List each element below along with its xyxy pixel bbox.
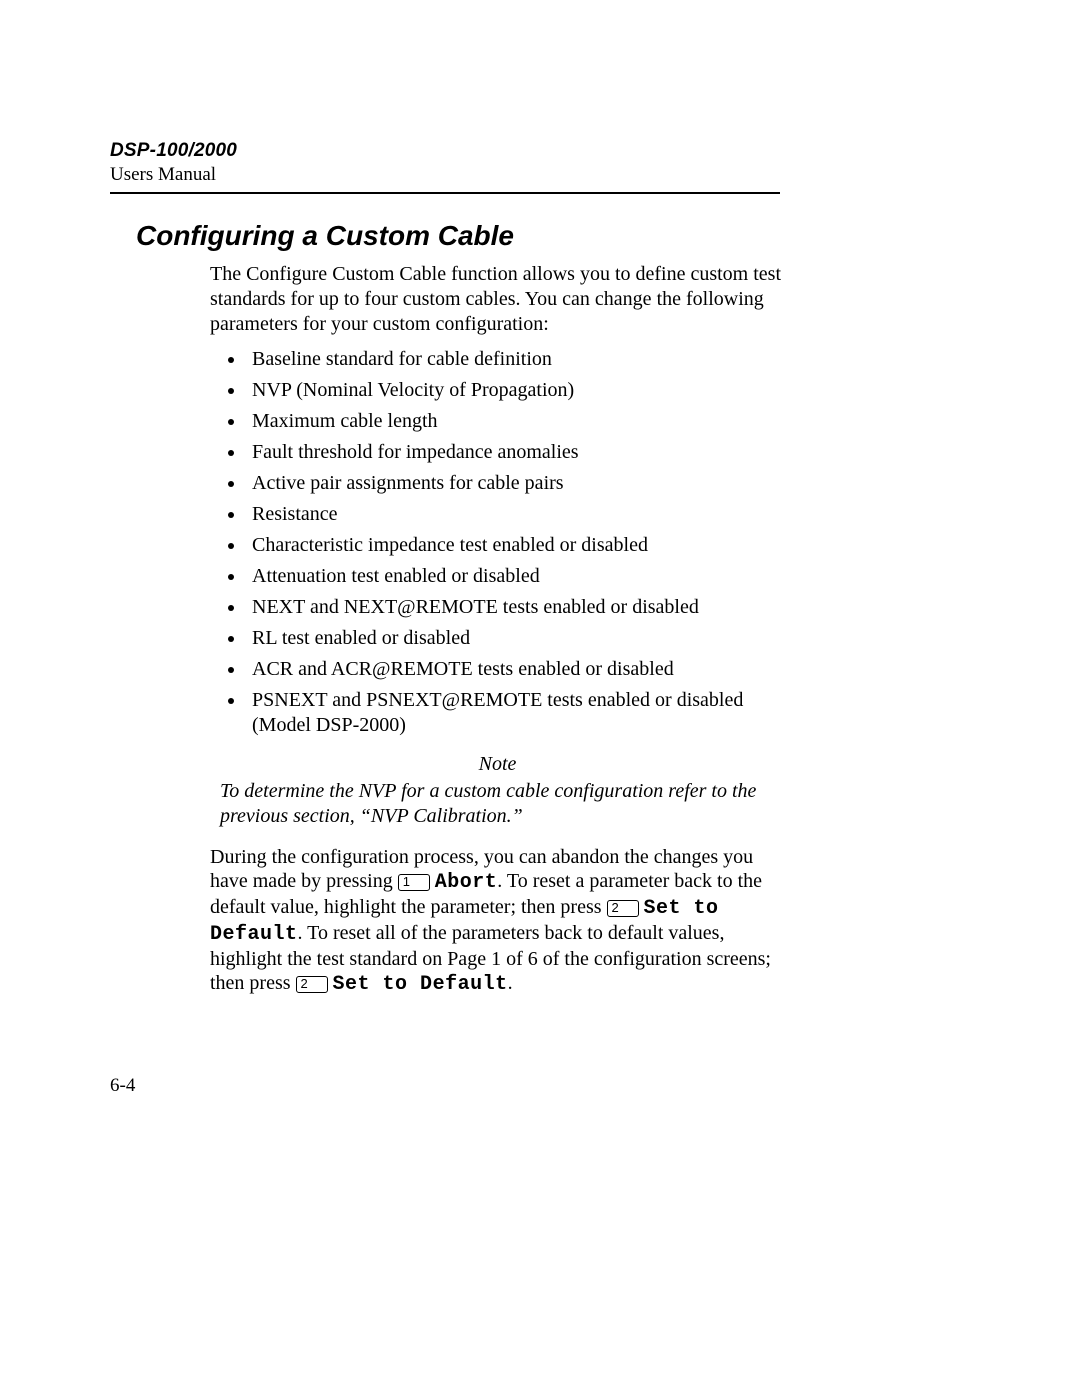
model-id: DSP-100/2000 (110, 140, 980, 162)
list-item: NEXT and NEXT@REMOTE tests enabled or di… (246, 595, 785, 620)
list-item: NVP (Nominal Velocity of Propagation) (246, 378, 785, 403)
manual-label: Users Manual (110, 164, 980, 186)
note-body: To determine the NVP for a custom cable … (220, 779, 775, 829)
body-column: The Configure Custom Cable function allo… (210, 262, 785, 997)
list-item: ACR and ACR@REMOTE tests enabled or disa… (246, 657, 785, 682)
list-item: Maximum cable length (246, 409, 785, 434)
page: DSP-100/2000 Users Manual Configuring a … (0, 0, 1080, 1397)
intro-paragraph: The Configure Custom Cable function allo… (210, 262, 785, 337)
list-item: Baseline standard for cable definition (246, 347, 785, 372)
list-item: Active pair assignments for cable pairs (246, 471, 785, 496)
section-title: Configuring a Custom Cable (136, 220, 980, 252)
list-item: RL test enabled or disabled (246, 626, 785, 651)
softkey-2-icon: 2 (296, 976, 328, 993)
softkey-set-default-label: Set to Default (333, 973, 508, 996)
list-item: Fault threshold for impedance anomalies (246, 440, 785, 465)
note-heading: Note (210, 752, 785, 777)
list-item: PSNEXT and PSNEXT@REMOTE tests enabled o… (246, 688, 785, 738)
procedure-paragraph: During the configuration process, you ca… (210, 845, 785, 997)
proc-text: . (508, 972, 513, 994)
softkey-2-icon: 2 (607, 900, 639, 917)
running-header: DSP-100/2000 Users Manual (110, 140, 980, 186)
list-item: Resistance (246, 502, 785, 527)
page-number: 6-4 (110, 1075, 135, 1097)
softkey-1-icon: 1 (398, 874, 430, 891)
list-item: Characteristic impedance test enabled or… (246, 533, 785, 558)
softkey-abort-label: Abort (435, 871, 498, 894)
list-item: Attenuation test enabled or disabled (246, 564, 785, 589)
parameter-list: Baseline standard for cable definition N… (210, 347, 785, 738)
header-rule (110, 192, 780, 194)
